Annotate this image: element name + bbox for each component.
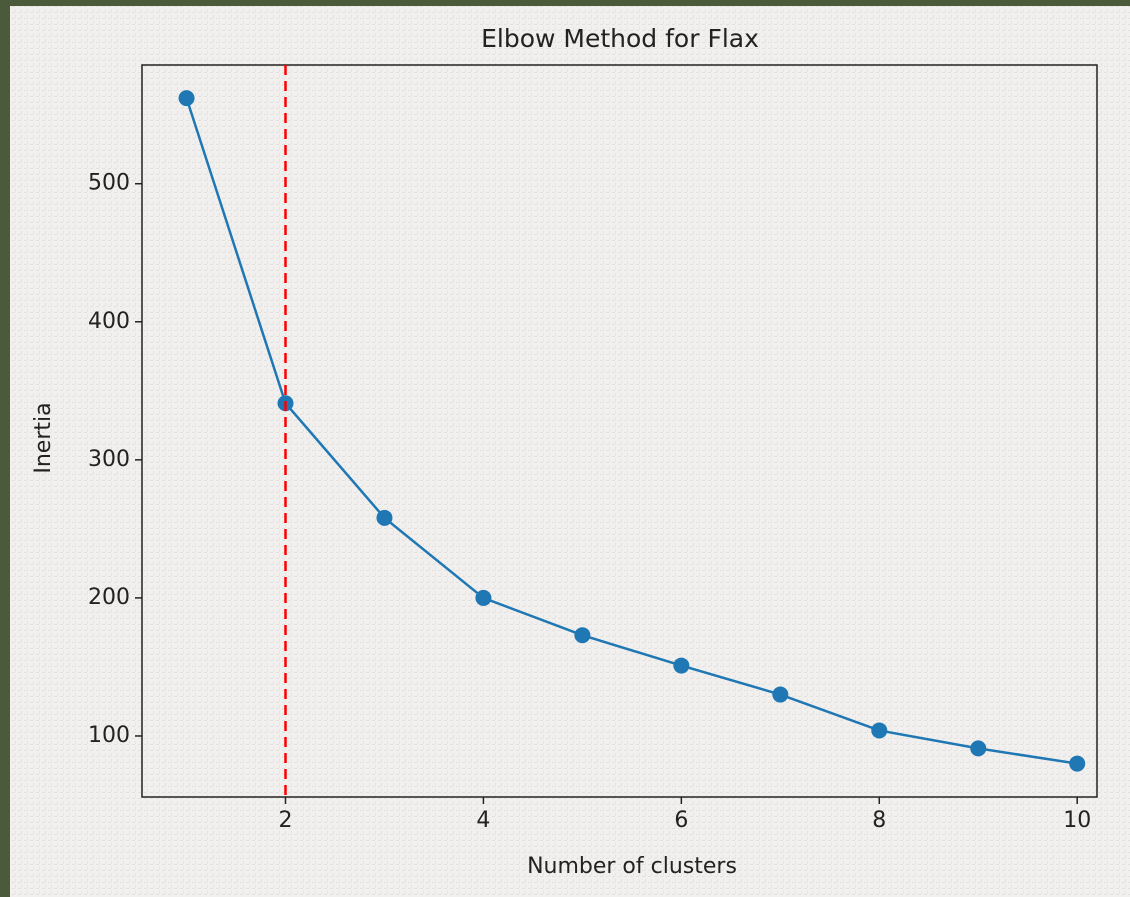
y-tick-label: 300 xyxy=(88,447,130,472)
x-tick-label: 2 xyxy=(278,808,292,833)
y-axis-label: Inertia xyxy=(31,402,56,473)
x-axis-label: Number of clusters xyxy=(527,854,737,879)
y-tick-label: 400 xyxy=(88,309,130,334)
data-point xyxy=(475,589,492,606)
data-point xyxy=(673,657,690,674)
x-tick-label: 6 xyxy=(674,808,688,833)
plot-frame xyxy=(141,64,1098,798)
data-point xyxy=(1069,755,1086,772)
x-tick-label: 4 xyxy=(476,808,490,833)
data-point xyxy=(178,90,195,107)
data-point xyxy=(772,686,789,703)
series-line xyxy=(185,97,1078,765)
data-point xyxy=(871,722,888,739)
data-point xyxy=(970,740,987,757)
x-tick-label: 8 xyxy=(872,808,886,833)
data-point xyxy=(376,509,393,526)
y-tick-label: 200 xyxy=(88,585,130,610)
x-tick-label: 10 xyxy=(1063,808,1091,833)
y-tick-label: 100 xyxy=(88,723,130,748)
y-tick-label: 500 xyxy=(88,171,130,196)
data-point xyxy=(574,627,591,644)
chart-title: Elbow Method for Flax xyxy=(481,24,759,53)
figure-background xyxy=(10,6,1130,897)
